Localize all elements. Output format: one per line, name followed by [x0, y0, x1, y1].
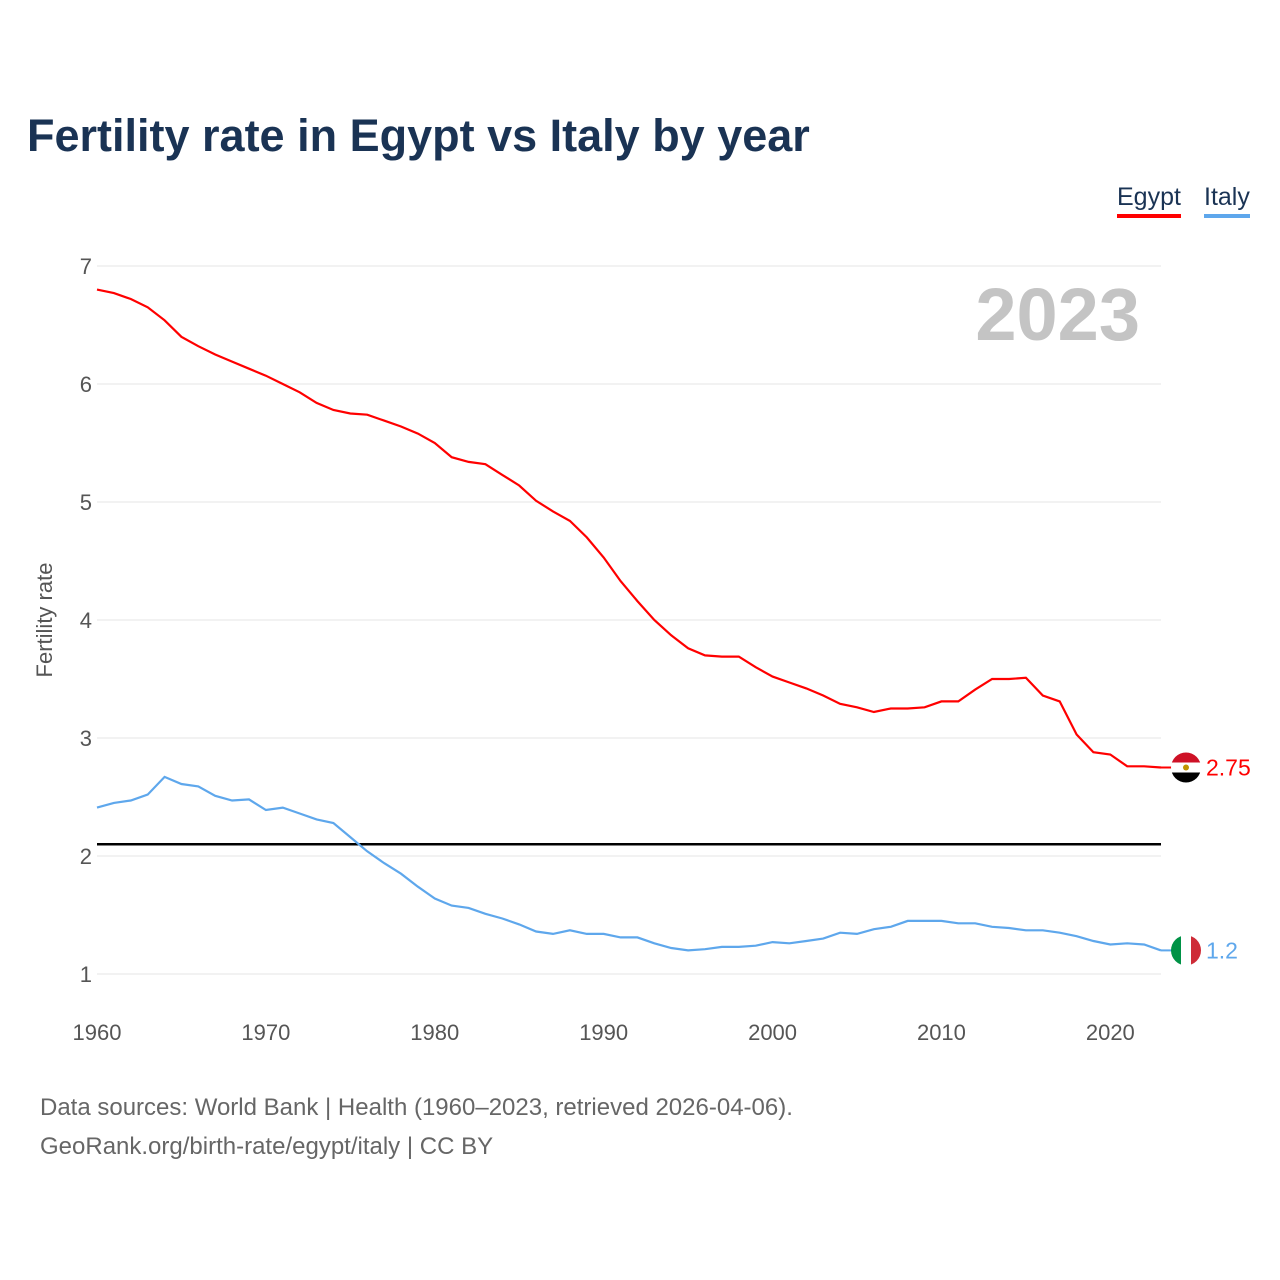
y-tick-label: 2 — [80, 844, 92, 869]
italy-flag-icon — [1171, 935, 1201, 966]
end-value-label-egypt: 2.75 — [1206, 755, 1251, 781]
series-line-egypt — [96, 288, 1162, 769]
flag-body — [1171, 752, 1201, 783]
y-tick-label: 4 — [80, 608, 92, 633]
x-tick-label: 1970 — [241, 1020, 290, 1045]
egypt-flag-icon — [1171, 752, 1201, 783]
flag-stripe — [1171, 772, 1201, 783]
x-tick-label: 1990 — [579, 1020, 628, 1045]
y-tick-label: 1 — [80, 962, 92, 987]
x-tick-label: 1980 — [410, 1020, 459, 1045]
legend-egypt[interactable]: Egypt — [1117, 183, 1181, 218]
flag-body — [1171, 935, 1201, 966]
legend-italy[interactable]: Italy — [1204, 183, 1250, 218]
end-value-label-italy: 1.2 — [1206, 937, 1238, 963]
x-tick-label: 1960 — [73, 1020, 122, 1045]
y-tick-label: 3 — [80, 726, 92, 751]
x-tick-label: 2010 — [917, 1020, 966, 1045]
x-tick-label: 2020 — [1086, 1020, 1135, 1045]
x-tick-label: 2000 — [748, 1020, 797, 1045]
flag-stripe — [1181, 935, 1191, 966]
source-line-1: Data sources: World Bank | Health (1960–… — [40, 1094, 793, 1121]
chart-title: Fertility rate in Egypt vs Italy by year — [27, 110, 810, 161]
y-tick-label: 6 — [80, 372, 92, 397]
y-axis-label: Fertility rate — [32, 563, 57, 678]
flag-stripe — [1171, 752, 1201, 763]
source-note: Data sources: World Bank | Health (1960–… — [40, 1088, 793, 1166]
flag-stripe — [1171, 935, 1181, 966]
flag-emblem — [1183, 764, 1189, 771]
y-tick-label: 7 — [80, 254, 92, 279]
y-tick-label: 5 — [80, 490, 92, 515]
year-watermark: 2023 — [975, 273, 1140, 356]
flag-stripe — [1191, 935, 1201, 966]
series-line-italy — [96, 775, 1162, 952]
source-line-2[interactable]: GeoRank.org/birth-rate/egypt/italy | CC … — [40, 1133, 494, 1160]
